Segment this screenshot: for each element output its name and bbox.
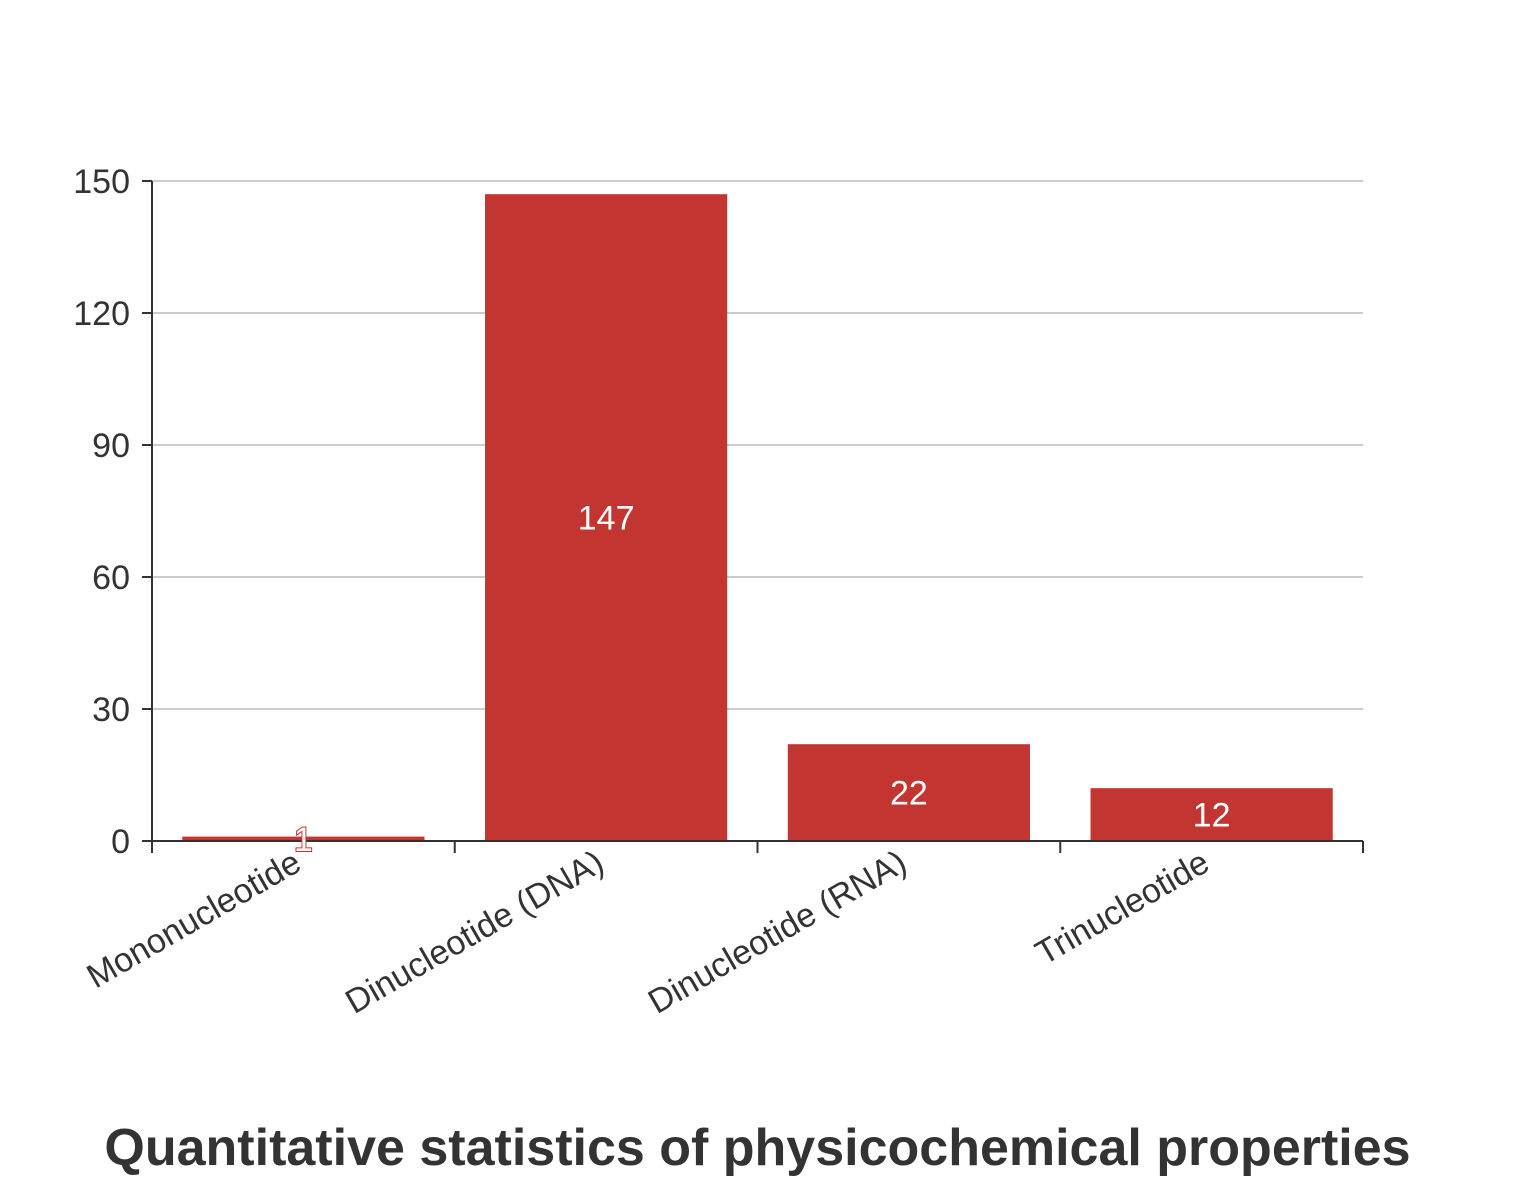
y-tick-label: 150 <box>73 163 130 201</box>
y-tick-label: 90 <box>92 427 130 465</box>
bar <box>485 194 728 841</box>
bar <box>182 836 425 841</box>
grid-lines <box>152 180 1363 710</box>
y-tick-label: 30 <box>92 691 130 729</box>
data-label: 12 <box>1193 797 1231 835</box>
y-tick-label: 0 <box>111 823 130 861</box>
y-tick-label: 60 <box>92 559 130 597</box>
data-label: 1 <box>294 821 313 859</box>
data-label: 147 <box>578 500 635 538</box>
x-tick-label: Trinucleotide <box>1029 843 1215 973</box>
y-tick-label: 120 <box>73 295 130 333</box>
data-labels: 1 147 22 12 <box>293 500 1231 860</box>
bar <box>787 744 1030 841</box>
bars <box>182 194 1333 841</box>
chart-title: Quantitative statistics of physicochemic… <box>104 1119 1411 1177</box>
x-tick-label: Dinucleotide (RNA) <box>642 843 913 1021</box>
data-label: 22 <box>890 775 928 813</box>
x-tick-label: Mononucleotide <box>80 843 307 996</box>
x-tick-label: Dinucleotide (DNA) <box>339 843 610 1021</box>
bar <box>1090 788 1333 841</box>
